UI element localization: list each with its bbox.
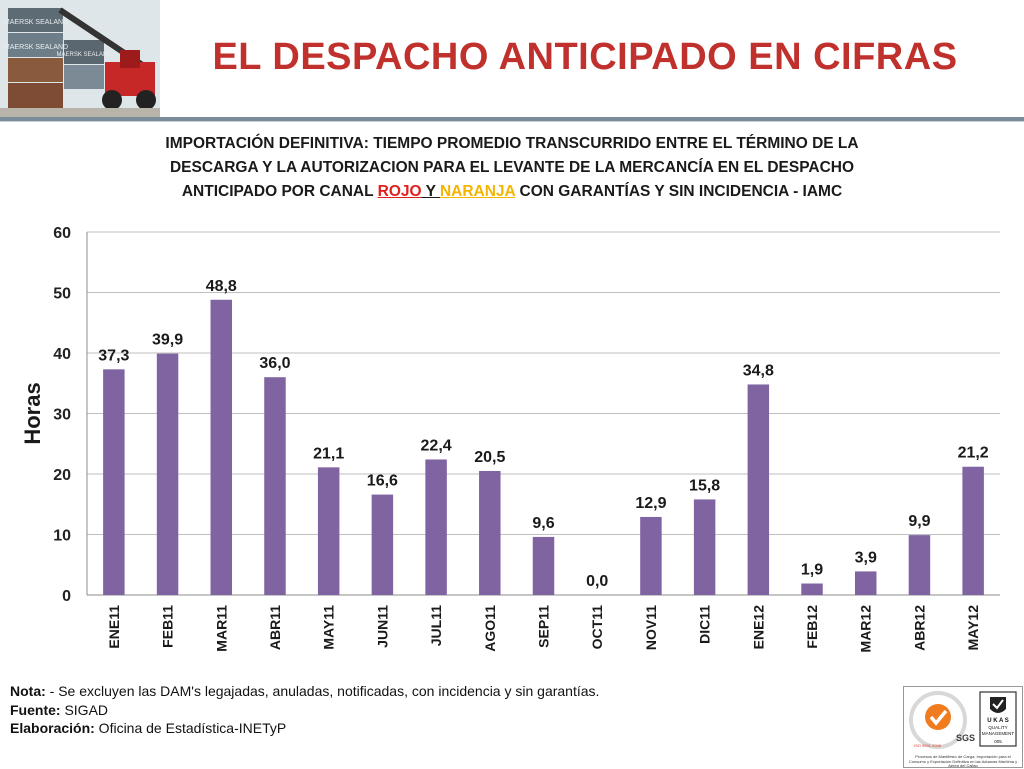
sgs-logo-text: SGS (956, 733, 975, 743)
bar (908, 535, 931, 595)
x-tick-label: DIC11 (697, 605, 713, 644)
bar (264, 377, 286, 595)
data-label: 0,0 (586, 573, 608, 590)
container-port-photo: MAERSK SEALAND MAERSK SEALAND MAERSK SEA… (0, 0, 160, 118)
x-tick-label: MAR12 (858, 605, 874, 653)
header: MAERSK SEALAND MAERSK SEALAND MAERSK SEA… (0, 0, 1024, 122)
x-tick-label: MAY11 (321, 605, 337, 650)
prepared-by-line: Elaboración: Oficina de Estadística-INET… (10, 719, 599, 738)
bar (103, 369, 125, 595)
note-text: - Se excluyen las DAM's legajadas, anula… (45, 683, 600, 699)
bar (640, 516, 662, 595)
x-tick-label: ENE11 (106, 605, 122, 649)
y-tick-label: 50 (53, 286, 71, 303)
canal-naranja-label: NARANJA (439, 183, 516, 200)
subtitle-line: IMPORTACIÓN DEFINITIVA: TIEMPO PROMEDIO … (165, 135, 859, 152)
note-label: Nota: (10, 683, 46, 699)
ukas-name: U K A S (987, 718, 1009, 724)
y-tick-label: 40 (53, 346, 71, 363)
y-tick-label: 30 (53, 407, 71, 424)
bar (693, 499, 716, 595)
data-label: 39,9 (152, 332, 183, 349)
certification-badge: SGS ISO 9001:2008 U K A S QUALITY MANAGE… (903, 686, 1023, 768)
header-divider-light (0, 121, 1024, 122)
data-label: 37,3 (98, 347, 129, 364)
ukas-code: 005 (994, 739, 1002, 744)
prepared-by-label: Elaboración: (10, 720, 95, 736)
bar (532, 536, 555, 595)
data-label: 48,8 (206, 278, 237, 295)
photo-label: MAERSK SEALAND (56, 52, 112, 58)
x-tick-label: JUL11 (428, 605, 444, 646)
bar (317, 467, 340, 595)
y-tick-label: 60 (53, 225, 71, 242)
x-tick-label: JUN11 (374, 605, 390, 648)
page-title: EL DESPACHO ANTICIPADO EN CIFRAS (212, 36, 958, 78)
data-label: 9,9 (908, 513, 930, 530)
data-label: 1,9 (801, 562, 823, 579)
certification-caption: Procesos de Manifiesto de Carga, Importa… (908, 754, 1018, 768)
bar (425, 459, 447, 595)
bar (801, 583, 823, 595)
data-label: 3,9 (855, 549, 877, 566)
source-label: Fuente: (10, 701, 61, 718)
ukas-management: MANAGEMENT (982, 731, 1015, 736)
x-tick-label: MAY12 (965, 605, 981, 651)
x-tick-label: NOV11 (643, 605, 659, 650)
canal-rojo-label: ROJO (377, 183, 422, 200)
header-divider (0, 117, 1024, 121)
y-tick-label: 20 (53, 467, 71, 484)
y-tick-label: 0 (62, 588, 71, 605)
photo-label: MAERSK SEALAND (4, 44, 68, 51)
subtitle-text: Y (421, 183, 440, 200)
data-label: 15,8 (689, 477, 720, 494)
x-tick-label: ABR12 (911, 605, 927, 651)
ukas-quality: QUALITY (988, 725, 1007, 730)
x-tick-label: ENE12 (750, 605, 766, 650)
x-tick-label: ABR11 (267, 605, 283, 650)
source-text: SIGAD (60, 701, 109, 718)
data-label: 36,0 (259, 355, 290, 372)
data-label: 9,6 (532, 515, 554, 532)
subtitle-text: CON GARANTÍAS Y SIN INCIDENCIA - IAMC (515, 183, 843, 200)
bar (747, 384, 770, 595)
iso-label: ISO 9001:2008 (914, 743, 942, 748)
sgs-seal-icon (909, 691, 967, 749)
bar (854, 571, 877, 595)
footnotes: Nota: - Se excluyen las DAM's legajadas,… (10, 682, 599, 738)
y-tick-label: 10 (53, 528, 71, 545)
photo-label: MAERSK SEALAND (4, 19, 68, 26)
subtitle-text: ANTICIPADO POR CANAL (181, 183, 378, 200)
bar (210, 299, 233, 595)
x-tick-label: SEP11 (536, 605, 552, 648)
bar (479, 470, 501, 595)
bar (962, 466, 984, 595)
bar (371, 494, 394, 595)
x-tick-label: AGO11 (482, 605, 498, 652)
subtitle-line: DESCARGA Y LA AUTORIZACION PARA EL LEVAN… (169, 159, 855, 176)
x-tick-label: MAR11 (213, 605, 229, 652)
data-label: 12,9 (635, 495, 666, 512)
data-label: 21,2 (958, 445, 989, 462)
prepared-by-text: Oficina de Estadística-INETyP (94, 720, 287, 736)
data-label: 16,6 (367, 473, 398, 490)
data-label: 21,1 (313, 445, 344, 462)
bar-chart: 0 10 20 30 40 50 60 Horas 37,3 ENE11 39,9 FEB11 48,8… (20, 225, 1000, 653)
bar (156, 353, 179, 595)
data-label: 34,8 (743, 362, 774, 379)
subtitle-line: ANTICIPADO POR CANAL ROJO Y NARANJA CON … (80, 180, 944, 204)
y-axis-title: Horas (20, 382, 45, 444)
x-tick-label: OCT11 (589, 605, 605, 650)
source-line: Fuente: SIGAD (10, 701, 599, 720)
x-tick-label: FEB12 (804, 605, 820, 649)
note-line: Nota: - Se excluyen las DAM's legajadas,… (10, 682, 599, 701)
chart-subtitle: IMPORTACIÓN DEFINITIVA: TIEMPO PROMEDIO … (80, 132, 944, 204)
x-tick-label: FEB11 (160, 605, 176, 648)
data-label: 22,4 (421, 437, 452, 454)
data-label: 20,5 (474, 449, 505, 466)
